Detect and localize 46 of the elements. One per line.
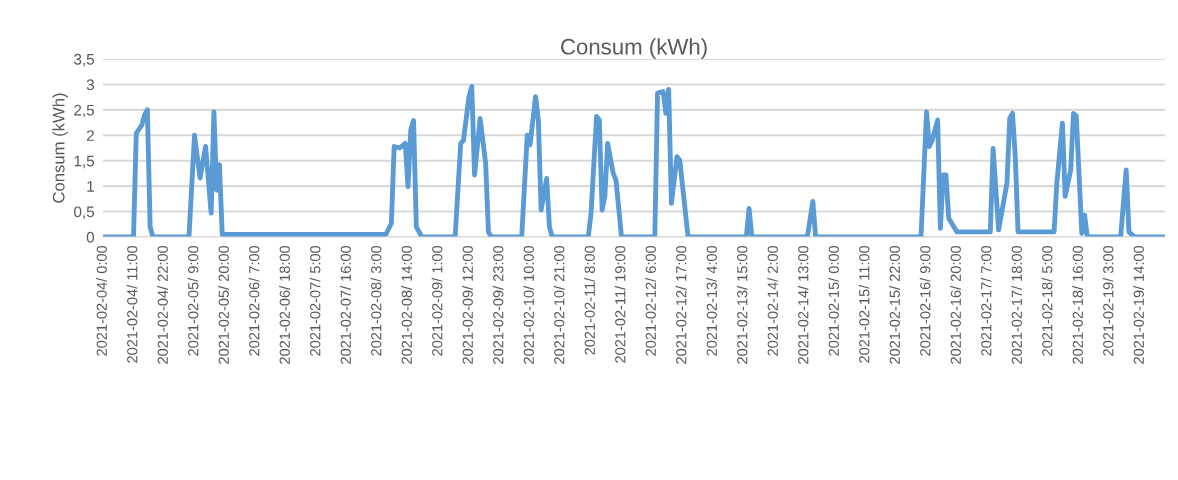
y-tick-label: 1,5 [74,155,95,169]
x-tick-label: 2021-02-17/ 7:00 [980,245,992,356]
x-tick-label: 2021-02-19/ 3:00 [1102,245,1114,356]
x-tick-label: 2021-02-14/ 2:00 [767,245,778,356]
x-tick-label: 2021-02-06/ 7:00 [248,245,260,356]
x-tick-label: 2021-02-09/ 1:00 [431,245,443,356]
x-tick-label: 2021-02-13/ 4:00 [706,245,717,356]
x-tick-label: 2021-02-12/ 6:00 [645,245,656,356]
x-tick-label: 2021-02-13/ 15:00 [736,245,748,364]
x-tick-label: 2021-02-14/ 13:00 [797,245,809,364]
y-tick-label: 3 [86,79,94,91]
x-tick-label: 2021-02-15/ 22:00 [889,245,900,364]
x-tick-label: 2021-02-19/ 14:00 [1133,245,1144,364]
x-tick-label: 2021-02-08/ 14:00 [401,245,412,364]
y-tick-label: 0 [86,231,95,243]
y-tick-label: 1 [87,181,94,192]
y-tick-label: 3,5 [74,53,95,67]
x-tick-label: 2021-02-05/ 20:00 [218,245,229,364]
x-tick-label: 2021-02-05/ 9:00 [187,245,199,356]
x-tick-label: 2021-02-17/ 18:00 [1011,245,1022,364]
y-axis-title: Consum (kWh) [52,93,68,203]
chart-title: Consum (kWh) [561,38,707,59]
y-tick-label: 2 [86,130,94,141]
x-tick-label: 2021-02-11/ 8:00 [584,245,595,355]
x-tick-label: 2021-02-04/ 22:00 [157,245,168,364]
x-tick-label: 2021-02-08/ 3:00 [370,245,382,356]
x-tick-label: 2021-02-18/ 16:00 [1072,245,1083,364]
x-tick-label: 2021-02-09/ 23:00 [492,245,504,364]
x-tick-label: 2021-02-10/ 21:00 [553,245,565,364]
x-tick-label: 2021-02-04/ 11:00 [126,245,138,363]
x-tick-label: 2021-02-09/ 12:00 [462,245,473,364]
x-tick-label: 2021-02-06/ 18:00 [279,245,290,364]
x-tick-label: 2021-02-18/ 5:00 [1041,245,1053,356]
y-tick-label: 2,5 [74,104,95,118]
y-tick-label: 0,5 [74,206,95,220]
x-tick-label: 2021-02-07/ 16:00 [340,245,351,364]
x-tick-label: 2021-02-16/ 9:00 [919,245,931,356]
x-tick-label: 2021-02-12/ 17:00 [675,245,687,364]
x-tick-label: 2021-02-07/ 5:00 [309,245,321,356]
x-tick-label: 2021-02-11/ 19:00 [614,245,626,363]
x-tick-label: 2021-02-16/ 20:00 [950,245,961,364]
x-tick-label: 2021-02-15/ 0:00 [828,245,839,356]
x-tick-label: 2021-02-15/ 11:00 [858,245,870,363]
x-tick-label: 2021-02-10/ 10:00 [523,245,534,364]
line-series [103,84,1165,237]
x-tick-label: 2021-02-04/ 0:00 [96,245,107,356]
